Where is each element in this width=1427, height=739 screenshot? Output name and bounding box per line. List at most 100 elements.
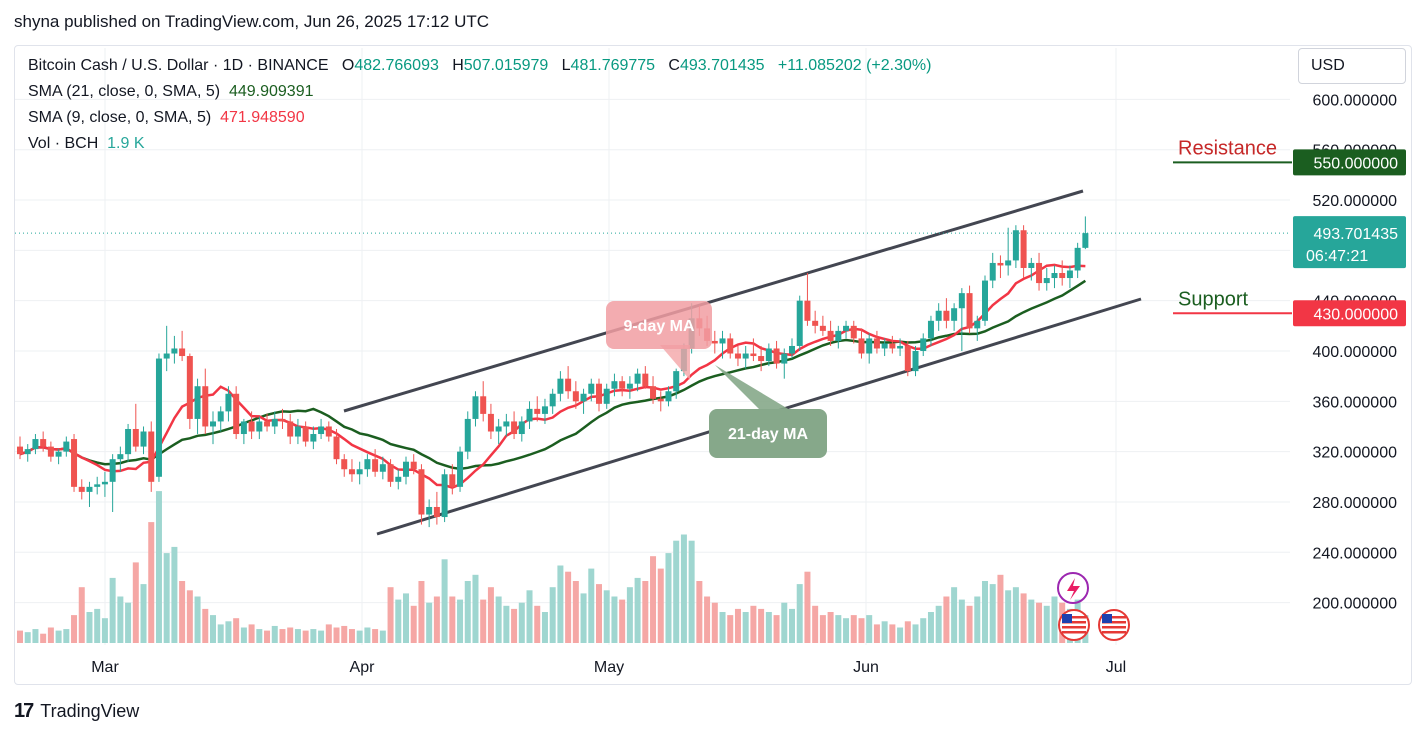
volume-bar: [63, 629, 70, 643]
candle-body: [372, 459, 379, 472]
volume-bar: [866, 615, 873, 643]
volume-bar: [17, 630, 23, 643]
volume-bar: [951, 587, 958, 643]
volume-bar: [565, 571, 572, 643]
candle-body: [511, 421, 518, 435]
volume-bar: [71, 615, 78, 643]
candle-body: [441, 474, 448, 518]
legend-sma9-row[interactable]: SMA (9, close, 0, SMA, 5) 471.948590: [28, 105, 931, 131]
candle-body: [580, 393, 587, 402]
volume-bar: [765, 612, 772, 643]
candle-body: [55, 451, 62, 457]
candle-body: [518, 421, 525, 435]
legend-sma21-row[interactable]: SMA (21, close, 0, SMA, 5) 449.909391: [28, 79, 931, 105]
flag-stripe: [1102, 621, 1126, 624]
volume-bar: [603, 590, 610, 643]
volume-bar: [588, 568, 595, 643]
candle-body: [997, 262, 1004, 266]
candle-body: [379, 464, 386, 472]
candle-body: [310, 434, 317, 442]
volume-bar: [897, 627, 904, 643]
candle-body: [1051, 273, 1058, 279]
candle-body: [843, 325, 850, 331]
sma9-line[interactable]: [19, 263, 1086, 490]
volume-bar: [78, 587, 85, 643]
candle-body: [873, 338, 880, 349]
x-tick-label: May: [594, 659, 624, 676]
channel-upper-line[interactable]: [343, 189, 1084, 413]
candle-body: [395, 476, 402, 482]
volume-bar: [47, 627, 54, 643]
flag-canton: [1062, 614, 1072, 623]
volume-bar: [125, 602, 132, 643]
candle-body: [603, 388, 610, 404]
volume-bar: [1036, 602, 1043, 643]
candle-body: [480, 396, 487, 414]
lightning-event-icon[interactable]: [1057, 572, 1089, 604]
candle-body: [989, 262, 996, 281]
volume-bar: [233, 618, 240, 643]
candle-body: [132, 428, 139, 447]
change-value: +11.085202 (+2.30%): [777, 57, 932, 74]
candle-body: [426, 506, 433, 515]
volume-bar: [804, 571, 811, 643]
volume-bar: [132, 562, 139, 643]
candle-body: [951, 308, 958, 321]
volume-bar: [711, 602, 718, 643]
candle-body: [1082, 233, 1089, 248]
candle-body: [727, 338, 734, 354]
y-tick-label: 320.000000: [1312, 445, 1397, 462]
candle-body: [765, 348, 772, 362]
brand-name: TradingView: [40, 701, 140, 721]
volume-bar: [472, 574, 479, 643]
volume-bar: [186, 590, 193, 643]
candle-body: [958, 293, 965, 309]
volume-bar: [750, 605, 757, 643]
volume-bar: [449, 596, 456, 643]
candle-body: [850, 325, 857, 339]
volume-bar: [850, 615, 857, 643]
open-value: 482.766093: [354, 57, 439, 74]
volume-bar: [518, 602, 525, 643]
candle-body: [881, 343, 888, 349]
sma9-callout-label: 9-day MA: [623, 318, 695, 335]
candle-body: [634, 373, 641, 384]
volume-bar: [526, 590, 533, 643]
sma21-line[interactable]: [19, 279, 1087, 471]
candle-body: [472, 396, 479, 419]
candle-body: [796, 300, 803, 346]
candle-body: [750, 353, 757, 357]
footer-brand[interactable]: 17 TradingView: [14, 700, 139, 723]
candle-body: [287, 421, 294, 437]
volume-bar: [665, 553, 672, 643]
volume-bar: [958, 599, 965, 643]
candle-body: [101, 481, 108, 485]
volume-bar: [943, 596, 950, 643]
candle-body: [495, 426, 502, 432]
candle-body: [626, 383, 633, 389]
chart-legend: Bitcoin Cash / U.S. Dollar · 1D · BINANC…: [28, 53, 931, 157]
volume-bar: [935, 605, 942, 643]
volume-bar: [387, 587, 394, 643]
volume-bar: [264, 630, 271, 643]
candle-body: [109, 459, 116, 482]
currency-button[interactable]: USD: [1298, 48, 1406, 84]
candle-body: [596, 383, 602, 404]
legend-volume-row[interactable]: Vol · BCH 1.9 K: [28, 131, 931, 157]
volume-bar: [163, 553, 170, 643]
volume-bar: [611, 596, 618, 643]
volume-bar: [101, 618, 108, 643]
candle-body: [47, 446, 54, 457]
flag-stripe: [1102, 626, 1126, 629]
sma21-label: SMA (21, close, 0, SMA, 5): [28, 83, 221, 100]
candle-body: [711, 340, 718, 344]
symbol-name[interactable]: Bitcoin Cash / U.S. Dollar · 1D · BINANC…: [28, 57, 329, 74]
candle-body: [264, 421, 271, 427]
volume-bar: [789, 608, 795, 643]
volume-bar: [781, 602, 788, 643]
volume-bar: [673, 540, 680, 643]
candle-body: [325, 426, 332, 437]
candle-body: [240, 421, 247, 435]
volume-bar: [734, 608, 741, 643]
